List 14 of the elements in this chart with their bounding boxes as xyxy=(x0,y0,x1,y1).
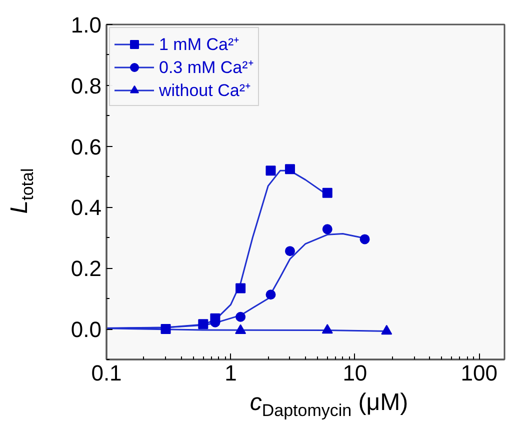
y-tick-label: 0.4 xyxy=(70,195,102,220)
x-axis-title: c$_{Daptomycin}$ (μM) xyxy=(250,388,408,422)
x-tick-label: 10 xyxy=(342,360,368,386)
y-tick-label: 0.8 xyxy=(70,73,102,98)
y-tick-label: 0.0 xyxy=(70,317,102,342)
y-tick-label: 0.6 xyxy=(70,134,102,160)
y-tick-label: 0.2 xyxy=(70,256,102,282)
x-tick-label: 100 xyxy=(460,360,498,386)
legend-label: 1 mM Ca²⁺ xyxy=(159,34,240,55)
x-tick-label: 1 xyxy=(224,360,237,386)
legend-label: without Ca²⁺ xyxy=(159,80,251,101)
y-tick-label: 1.0 xyxy=(70,12,102,38)
legend-label: 0.3 mM Ca²⁺ xyxy=(159,57,254,78)
x-tick-label: 0.1 xyxy=(91,360,122,386)
